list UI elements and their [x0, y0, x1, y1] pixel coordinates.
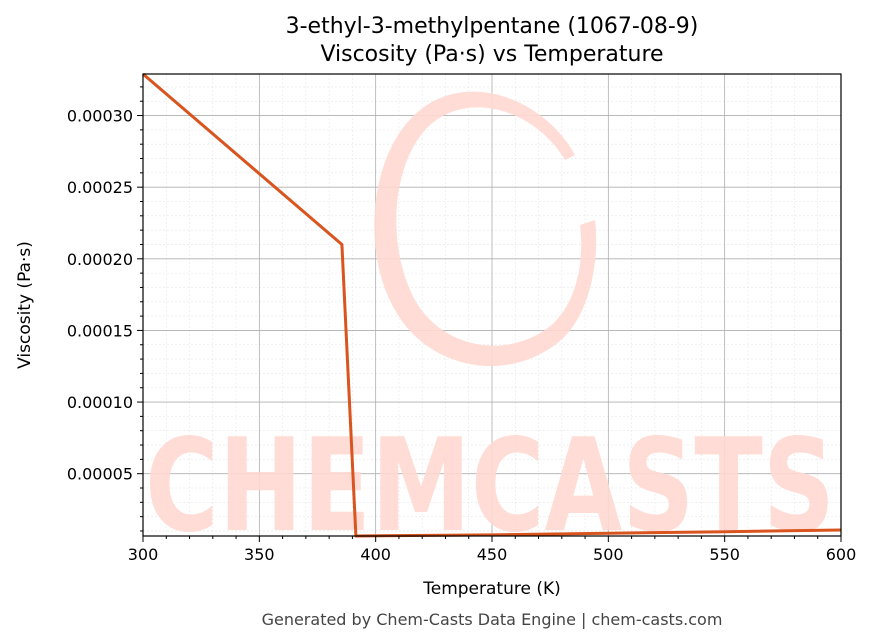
x-tick-label: 300 [128, 545, 159, 564]
chart-title: 3-ethyl-3-methylpentane (1067-08-9) [286, 14, 699, 39]
y-tick-label: 0.00025 [67, 178, 133, 197]
y-tick-label: 0.00010 [67, 393, 133, 412]
footer-credit: Generated by Chem-Casts Data Engine | ch… [262, 610, 723, 629]
watermark-text: CHEMCASTS [145, 412, 835, 561]
y-axis: 0.00005 0.00010 0.00015 0.00020 0.00025 0.000… [67, 86, 143, 532]
x-tick-label: 500 [593, 545, 624, 564]
viscosity-line [142, 72, 842, 538]
x-tick-label: 550 [709, 545, 740, 564]
x-tick-label: 400 [360, 545, 391, 564]
x-axis-label: Temperature (K) [422, 579, 561, 599]
y-tick-label: 0.00020 [67, 250, 133, 269]
major-grid [142, 74, 842, 536]
series-layer [142, 72, 842, 538]
y-tick-label: 0.00005 [67, 465, 133, 484]
y-tick-label: 0.00015 [67, 321, 133, 340]
x-axis: 300 350 400 450 500 550 600 [128, 536, 857, 564]
plot-area: CHEMCASTS [142, 72, 842, 561]
y-axis-label: Viscosity (Pa·s) [15, 241, 35, 369]
chart-subtitle: Viscosity (Pa·s) vs Temperature [320, 42, 663, 67]
x-tick-label: 600 [826, 545, 857, 564]
chemcasts-watermark-logo: CHEMCASTS [145, 91, 835, 561]
x-tick-label: 450 [477, 545, 508, 564]
watermark-swoosh [374, 91, 597, 367]
y-tick-label: 0.00030 [67, 107, 133, 126]
x-tick-label: 350 [244, 545, 275, 564]
